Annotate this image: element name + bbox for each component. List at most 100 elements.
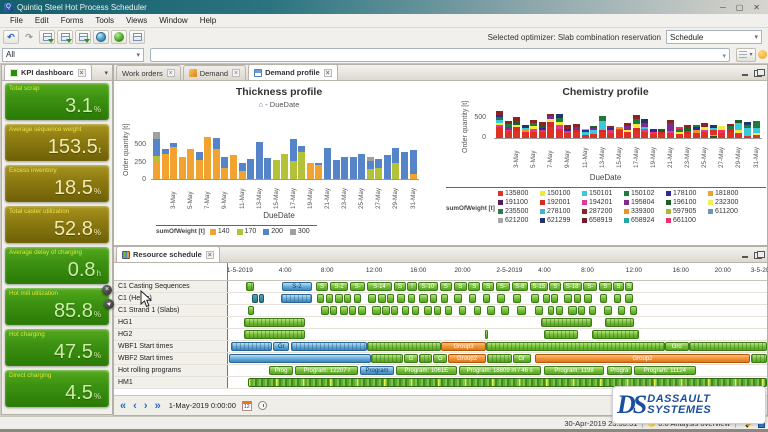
gantt-block[interactable] — [604, 318, 634, 327]
gantt-block[interactable] — [391, 306, 399, 315]
report-button[interactable] — [129, 30, 145, 44]
gantt-block[interactable] — [613, 294, 621, 303]
notification-icon[interactable] — [758, 50, 767, 59]
gantt-block-s-2[interactable]: S-2 — [330, 282, 348, 291]
panel-restore-icon[interactable] — [754, 69, 765, 77]
gantt-block[interactable] — [458, 306, 467, 315]
gantt-block-s[interactable]: S — [598, 282, 612, 291]
gantt-block-s-2[interactable]: S-2 — [281, 282, 313, 291]
gantt-block[interactable] — [555, 306, 563, 315]
menu-help[interactable]: Help — [199, 16, 217, 25]
refresh-data-button[interactable] — [75, 30, 91, 44]
gantt-block[interactable] — [408, 294, 416, 303]
gantt-block-program[interactable]: Program — [360, 366, 394, 375]
menu-window[interactable]: Window — [159, 16, 188, 25]
gantt-block-s[interactable]: S — [453, 282, 467, 291]
gantt-block[interactable] — [290, 342, 367, 351]
gantt-block[interactable] — [371, 354, 404, 363]
gantt-block[interactable] — [419, 294, 428, 303]
kpi-tile-direct-charging[interactable]: Direct charging 4.5% — [5, 370, 109, 407]
gantt-block[interactable] — [339, 306, 348, 315]
redo-button[interactable]: ↷ — [21, 30, 37, 44]
gantt-block-gr[interactable]: Gr — [512, 354, 531, 363]
gantt-block[interactable] — [280, 294, 313, 303]
gantt-block[interactable] — [482, 294, 491, 303]
view-options-button[interactable]: ▾ — [736, 47, 756, 62]
gantt-block[interactable] — [229, 354, 372, 363]
gantt-block-s-15[interactable]: S-15 — [529, 282, 548, 291]
gantt-block-s[interactable]: S — [394, 282, 406, 291]
undo-button[interactable]: ↶ — [3, 30, 19, 44]
gantt-block[interactable] — [418, 354, 433, 363]
gantt-row-label-c1-casting-sequences[interactable]: C1 Casting Sequences — [114, 281, 228, 292]
gantt-block[interactable] — [486, 354, 512, 363]
gantt-block[interactable] — [401, 306, 410, 315]
timeline-nav-arrows[interactable]: « ‹ › » — [120, 399, 163, 412]
gantt-block-program-12207-r[interactable]: Program: 12207 r — [295, 366, 359, 375]
gantt-block[interactable] — [371, 306, 381, 315]
gantt-block-s-[interactable]: S- — [495, 282, 510, 291]
clock-icon[interactable] — [257, 401, 267, 410]
gantt-block[interactable] — [568, 306, 577, 315]
gantt-block-s[interactable]: S — [624, 282, 634, 291]
gantt-block[interactable] — [578, 306, 586, 315]
panel-minimize-icon[interactable] — [741, 251, 750, 259]
gantt-block[interactable] — [512, 294, 522, 303]
gantt-row-label-hm1[interactable]: HM1 — [114, 377, 228, 388]
gantt-row-label-wbf1-start-times[interactable]: WBF1 Start times — [114, 341, 228, 352]
gantt-block[interactable] — [429, 294, 438, 303]
gantt-block[interactable] — [387, 294, 394, 303]
gantt-block[interactable] — [588, 306, 597, 315]
gantt-block[interactable] — [535, 306, 544, 315]
gantt-block[interactable] — [445, 306, 453, 315]
gantt-block[interactable] — [247, 378, 767, 387]
gantt-block[interactable] — [618, 306, 626, 315]
menu-file[interactable]: File — [10, 16, 23, 25]
gantt-block[interactable] — [366, 342, 442, 351]
export-data-button[interactable] — [57, 30, 73, 44]
tab-kpi-dashboard[interactable]: KPI dashboarc × — [4, 64, 92, 80]
gantt-block[interactable] — [244, 330, 306, 339]
gantt-block-s[interactable]: S — [549, 282, 562, 291]
gantt-block[interactable] — [485, 330, 488, 339]
gantt-block-g[interactable]: G — [404, 354, 418, 363]
gantt-block-s-14[interactable]: S-14 — [367, 282, 392, 291]
minimize-button[interactable]: ─ — [720, 2, 726, 12]
tab-demand[interactable]: Demand × — [182, 65, 247, 80]
gantt-block-s-8[interactable]: S-8 — [511, 282, 529, 291]
gantt-row-label-wbf2-start-times[interactable]: WBF2 Start times — [114, 353, 228, 364]
calendar-icon[interactable]: 12 — [241, 400, 252, 411]
gantt-block[interactable] — [599, 294, 608, 303]
gantt-block[interactable] — [252, 294, 259, 303]
gantt-block[interactable] — [367, 294, 377, 303]
gantt-block[interactable] — [316, 294, 325, 303]
gantt-block[interactable] — [353, 294, 362, 303]
close-tab-icon[interactable]: × — [166, 69, 175, 77]
gantt-block[interactable] — [245, 282, 254, 291]
gantt-row-label-hot-rolling-programs[interactable]: Hot rolling programs — [114, 365, 228, 376]
optimizer-select[interactable]: Schedule ▾ — [666, 30, 762, 44]
gantt-block[interactable] — [516, 306, 526, 315]
gantt-block[interactable] — [397, 294, 405, 303]
gantt-block[interactable] — [412, 306, 420, 315]
menu-views[interactable]: Views — [126, 16, 148, 25]
gantt-block[interactable] — [574, 294, 582, 303]
gantt-block[interactable] — [496, 294, 506, 303]
gantt-block[interactable] — [629, 306, 638, 315]
close-tab-icon[interactable]: × — [232, 69, 241, 77]
gantt-block-g[interactable]: G — [433, 354, 448, 363]
gantt-block[interactable] — [348, 306, 356, 315]
gantt-block[interactable] — [454, 294, 462, 303]
close-button[interactable]: ✕ — [753, 2, 760, 12]
panel-restore-icon[interactable] — [754, 251, 765, 259]
gantt-block[interactable] — [469, 294, 477, 303]
close-tab-icon[interactable]: × — [323, 68, 332, 77]
gantt-block[interactable] — [551, 294, 559, 303]
menu-forms[interactable]: Forms — [60, 16, 84, 25]
tab-resource-schedule[interactable]: Resource schedule × — [116, 246, 220, 262]
gantt-block[interactable] — [231, 342, 273, 351]
gantt-block[interactable] — [584, 294, 592, 303]
gantt-block-s-10[interactable]: S-10 — [418, 282, 438, 291]
globe-button[interactable] — [93, 30, 109, 44]
gantt-block-program-18809-m-46-s[interactable]: Program: 18809 m / 46 s — [458, 366, 541, 375]
